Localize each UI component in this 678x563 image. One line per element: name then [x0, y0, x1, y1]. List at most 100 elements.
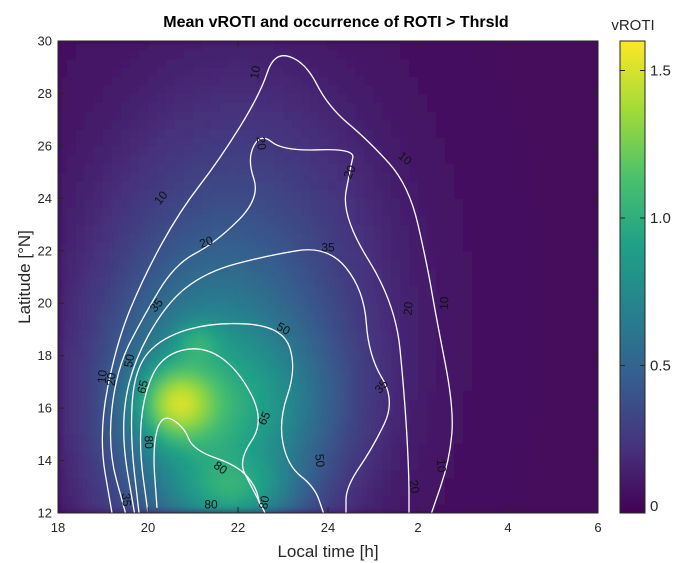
heatmap-cell — [454, 277, 464, 287]
heatmap-cell — [481, 311, 491, 322]
heatmap-cell — [319, 93, 329, 103]
heatmap-cell — [76, 390, 86, 400]
heatmap-cell — [103, 443, 113, 453]
heatmap-cell — [184, 198, 194, 208]
heatmap-cell — [355, 346, 365, 357]
heatmap-cell — [427, 259, 437, 269]
heatmap-cell — [517, 137, 527, 147]
heatmap-cell — [580, 364, 590, 374]
heatmap-cell — [355, 311, 365, 322]
heatmap-cell — [526, 224, 536, 234]
heatmap-cell — [364, 364, 374, 374]
heatmap-cell — [400, 41, 410, 51]
heatmap-cell — [436, 320, 446, 331]
heatmap-cell — [229, 469, 239, 479]
heatmap-cell — [319, 355, 329, 366]
heatmap-cell — [454, 58, 464, 68]
heatmap-cell — [148, 311, 158, 322]
heatmap-cell — [544, 373, 554, 383]
heatmap-cell — [571, 93, 581, 103]
heatmap-cell — [274, 93, 284, 103]
heatmap-cell — [580, 119, 590, 130]
heatmap-cell — [490, 58, 500, 68]
heatmap-cell — [373, 495, 383, 505]
heatmap-cell — [436, 381, 446, 392]
heatmap-cell — [85, 84, 95, 95]
heatmap-cell — [535, 189, 545, 199]
heatmap-cell — [427, 338, 437, 348]
heatmap-cell — [67, 215, 77, 226]
heatmap-cell — [76, 67, 86, 77]
heatmap-cell — [409, 58, 419, 68]
heatmap-cell — [481, 145, 491, 156]
heatmap-cell — [391, 294, 401, 304]
heatmap-cell — [418, 460, 428, 470]
heatmap-cell — [67, 84, 77, 95]
heatmap-cell — [481, 408, 491, 418]
heatmap-cell — [202, 495, 212, 505]
heatmap-cell — [427, 451, 437, 462]
heatmap-cell — [562, 469, 572, 479]
heatmap-cell — [553, 460, 563, 470]
heatmap-cell — [121, 311, 131, 322]
heatmap-cell — [571, 460, 581, 470]
heatmap-cell — [481, 41, 491, 51]
heatmap-cell — [193, 119, 203, 130]
heatmap-cell — [445, 67, 455, 77]
heatmap-cell — [463, 93, 473, 103]
heatmap-cell — [589, 250, 598, 261]
heatmap-cell — [400, 163, 410, 173]
heatmap-cell — [130, 84, 140, 95]
contour-label: 80 — [142, 435, 156, 449]
heatmap-cell — [256, 41, 266, 51]
heatmap-cell — [319, 294, 329, 304]
heatmap-cell — [274, 320, 284, 331]
heatmap-cell — [409, 408, 419, 418]
heatmap-cell — [463, 58, 473, 68]
heatmap-cell — [274, 329, 284, 339]
heatmap-cell — [355, 451, 365, 462]
heatmap-cell — [139, 58, 149, 68]
heatmap-cell — [283, 408, 293, 418]
heatmap-cell — [310, 425, 320, 435]
heatmap-cell — [85, 416, 95, 427]
heatmap-cell — [409, 224, 419, 234]
heatmap-cell — [274, 495, 284, 505]
heatmap-cell — [436, 390, 446, 400]
heatmap-cell — [337, 294, 347, 304]
heatmap-cell — [310, 303, 320, 313]
heatmap-cell — [328, 311, 338, 322]
heatmap-cell — [310, 58, 320, 68]
heatmap-cell — [202, 41, 212, 51]
heatmap-cell — [130, 460, 140, 470]
heatmap-cell — [247, 215, 257, 226]
heatmap-cell — [571, 233, 581, 243]
heatmap-cell — [436, 346, 446, 357]
heatmap-cell — [148, 425, 158, 435]
heatmap-cell — [58, 128, 68, 138]
heatmap-cell — [571, 390, 581, 400]
heatmap-cell — [427, 443, 437, 453]
heatmap-cell — [427, 277, 437, 287]
heatmap-cell — [112, 355, 122, 366]
heatmap-cell — [121, 233, 131, 243]
heatmap-cell — [499, 58, 509, 68]
heatmap-cell — [571, 346, 581, 357]
heatmap-cell — [553, 41, 563, 51]
heatmap-cell — [328, 504, 338, 513]
heatmap-cell — [526, 172, 536, 182]
heatmap-cell — [589, 75, 598, 86]
heatmap-cell — [580, 425, 590, 435]
heatmap-cell — [373, 469, 383, 479]
heatmap-cell — [94, 163, 104, 173]
heatmap-cell — [337, 277, 347, 287]
heatmap-cell — [454, 495, 464, 505]
heatmap-cell — [103, 215, 113, 226]
heatmap-cell — [346, 268, 356, 278]
heatmap-cell — [319, 434, 329, 444]
heatmap-cell — [409, 469, 419, 479]
heatmap-cell — [76, 346, 86, 357]
heatmap-cell — [112, 49, 122, 60]
heatmap-cell — [373, 294, 383, 304]
heatmap-cell — [337, 346, 347, 357]
